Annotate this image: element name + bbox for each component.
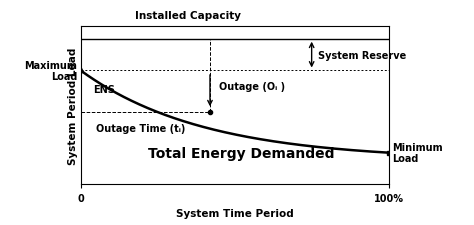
Text: Maximum
Load: Maximum Load [25, 60, 78, 82]
X-axis label: System Time Period: System Time Period [176, 208, 293, 218]
Text: System Reserve: System Reserve [318, 50, 406, 60]
Text: Total Energy Demanded: Total Energy Demanded [147, 146, 334, 160]
Y-axis label: System Period Load: System Period Load [68, 47, 78, 164]
Text: ENS: ENS [93, 85, 115, 95]
Text: Minimum
Load: Minimum Load [392, 142, 442, 164]
Text: Installed Capacity: Installed Capacity [136, 11, 241, 21]
Text: Outage (Oᵢ ): Outage (Oᵢ ) [219, 82, 285, 92]
Text: Outage Time (tᵢ): Outage Time (tᵢ) [96, 123, 185, 133]
